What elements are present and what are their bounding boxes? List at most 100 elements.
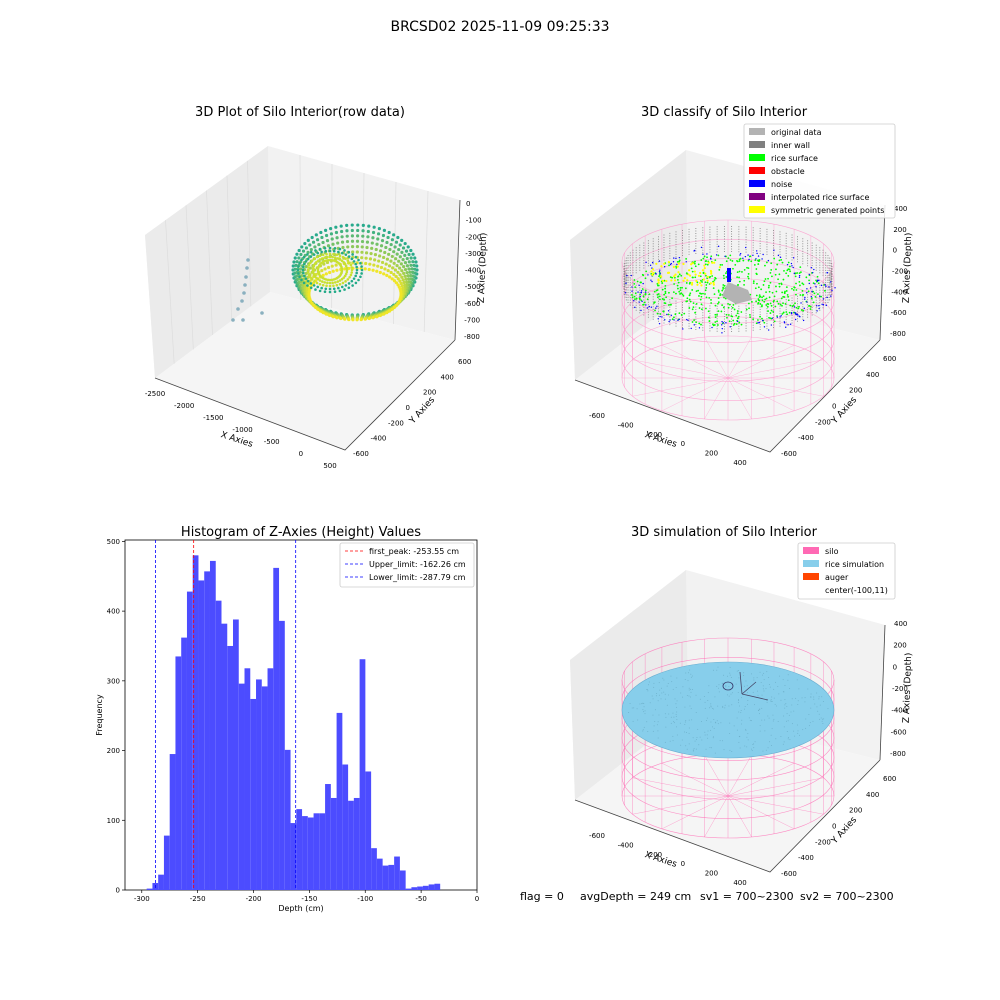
point: [688, 307, 691, 309]
point: [765, 304, 768, 306]
point: [682, 262, 685, 266]
point: [307, 292, 311, 296]
point: [707, 261, 710, 264]
point: [708, 320, 711, 322]
point: [809, 287, 812, 289]
point: [413, 256, 417, 260]
point: [336, 257, 340, 260]
point: [722, 284, 725, 286]
point: [320, 257, 324, 260]
point: [677, 281, 680, 284]
point: [757, 303, 759, 305]
point: [669, 263, 672, 266]
point: [411, 252, 415, 256]
auger-points: [722, 282, 752, 304]
point: [350, 234, 354, 238]
point: [403, 283, 407, 287]
point: [320, 286, 323, 290]
legend-label: silo: [825, 547, 839, 556]
point: [338, 282, 342, 286]
point: [398, 279, 402, 283]
point: [677, 287, 679, 290]
point: [767, 286, 770, 289]
point: [793, 272, 796, 275]
point: [792, 304, 795, 307]
point: [633, 298, 636, 301]
point: [782, 311, 785, 314]
point: [685, 272, 688, 275]
point: [311, 268, 315, 272]
point: [309, 275, 312, 279]
point: [652, 271, 655, 275]
point: [798, 272, 801, 275]
point: [349, 273, 353, 277]
point: [306, 284, 309, 287]
point: [391, 266, 395, 270]
point: [802, 319, 805, 322]
point: [717, 310, 720, 312]
legend-label: first_peak: -253.55 cm: [369, 547, 459, 556]
point: [689, 300, 692, 303]
point: [320, 269, 324, 273]
point: [705, 307, 707, 310]
point: [702, 253, 704, 255]
point: [345, 270, 349, 274]
point: [351, 284, 354, 287]
point: [301, 249, 306, 253]
point: [664, 302, 667, 305]
point: [791, 265, 793, 267]
point: [325, 239, 330, 243]
point: [767, 310, 769, 312]
point: [690, 283, 694, 286]
point: [643, 301, 646, 304]
z-tick-label: 200: [893, 642, 906, 650]
point: [725, 322, 727, 324]
point: [779, 316, 781, 318]
point: [360, 256, 364, 260]
point: [752, 282, 755, 285]
point: [649, 264, 652, 267]
point: [356, 223, 360, 227]
point: [687, 273, 690, 276]
x-tick-label: 200: [705, 870, 718, 878]
histogram-bar: [307, 817, 314, 890]
point: [393, 245, 397, 249]
point: [309, 282, 313, 285]
point: [407, 280, 411, 284]
point: [703, 255, 706, 258]
histogram-bar: [279, 620, 285, 890]
point: [721, 320, 723, 323]
point: [355, 268, 359, 272]
point: [399, 292, 403, 296]
point: [644, 291, 647, 293]
point: [720, 310, 723, 313]
point: [683, 312, 686, 315]
point: [808, 279, 810, 282]
point: [395, 252, 399, 256]
point: [321, 283, 325, 287]
point: [311, 270, 315, 274]
point: [392, 279, 397, 283]
legend-swatch: [749, 193, 765, 200]
point: [655, 307, 657, 309]
point: [830, 295, 832, 297]
point: [706, 281, 709, 284]
point: [666, 313, 668, 316]
point: [768, 316, 770, 319]
y-tick-label: 400: [866, 371, 879, 379]
point: [778, 259, 781, 262]
point: [334, 230, 339, 235]
histogram-bar: [411, 887, 418, 890]
point: [664, 319, 666, 321]
point: [378, 313, 382, 318]
point: [814, 296, 817, 298]
point: [375, 315, 379, 319]
point: [304, 246, 309, 250]
point: [738, 280, 741, 283]
point: [755, 268, 758, 270]
point: [338, 247, 342, 251]
y-tick-label: -200: [388, 419, 404, 427]
histogram-bar: [313, 813, 320, 890]
point: [644, 277, 647, 280]
point: [708, 296, 711, 299]
